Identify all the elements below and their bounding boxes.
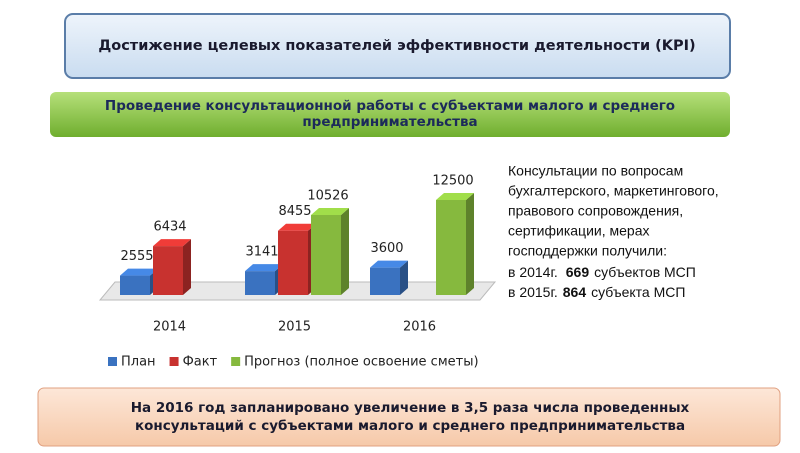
x-tick-label: 2014: [153, 320, 186, 335]
bar-top: [436, 193, 474, 200]
data-label: 3141: [245, 245, 278, 260]
note-prefix: в 2015г.: [508, 284, 558, 300]
footer-line: На 2016 год запланировано увеличение в 3…: [131, 400, 690, 416]
data-label: 2555: [120, 249, 153, 264]
header-title: Достижение целевых показателей эффективн…: [98, 38, 695, 54]
bar-top: [370, 260, 408, 268]
note-number: 669: [566, 264, 590, 280]
bar-side: [466, 193, 474, 295]
bar: [278, 230, 308, 295]
note-prefix: в 2014г.: [508, 264, 558, 280]
bar-side: [341, 208, 349, 295]
bar-top: [245, 264, 283, 272]
footer-box: [37, 387, 781, 447]
subheader-line: Проведение консультационной работы с суб…: [105, 98, 675, 114]
subheader-box: [50, 92, 730, 137]
bar: [120, 275, 150, 295]
bar: [370, 267, 400, 295]
bar-top: [153, 239, 191, 247]
note: Консультации по вопросам бухгалтерского,…: [508, 163, 719, 300]
legend-label: Факт: [183, 355, 218, 370]
data-label: 12500: [432, 174, 473, 189]
x-tick-label: 2015: [278, 320, 311, 335]
data-label: 6434: [153, 220, 186, 235]
data-label: 8455: [278, 204, 311, 219]
bar-top: [120, 268, 158, 276]
header-box: [64, 13, 731, 79]
bar-side: [183, 239, 191, 295]
bar-top: [278, 223, 316, 231]
subheader-line: предпринимательства: [302, 114, 477, 130]
note-item: в 2015г. 864 субъекта МСП: [508, 284, 685, 300]
note-suffix: субъекта МСП: [591, 284, 685, 300]
footer-line: консультаций с субъектами малого и средн…: [135, 418, 685, 434]
legend-label: Прогноз (полное освоение сметы): [244, 355, 478, 370]
data-label: 3600: [370, 241, 403, 256]
note-line: сертификации, мерах: [508, 223, 649, 239]
bar: [311, 215, 341, 295]
legend-swatch: [169, 357, 179, 366]
note-number: 864: [563, 284, 587, 300]
note-suffix: субъектов МСП: [594, 264, 696, 280]
data-label: 10526: [307, 189, 348, 204]
bar-top: [311, 208, 349, 216]
bar: [245, 271, 275, 295]
bar: [436, 200, 466, 295]
note-item: в 2014г. 669 субъектов МСП: [508, 264, 696, 280]
legend-swatch: [231, 357, 241, 366]
x-tick-label: 2016: [403, 320, 436, 335]
note-line: бухгалтерского, маркетингового,: [508, 183, 719, 199]
legend-label: План: [121, 355, 156, 370]
bar: [153, 246, 183, 295]
bar-side: [400, 260, 408, 295]
legend-swatch: [108, 357, 117, 366]
note-line: господдержки получили:: [508, 243, 667, 259]
note-line: правового сопровождения,: [508, 203, 683, 219]
note-line: Консультации по вопросам: [508, 163, 683, 179]
